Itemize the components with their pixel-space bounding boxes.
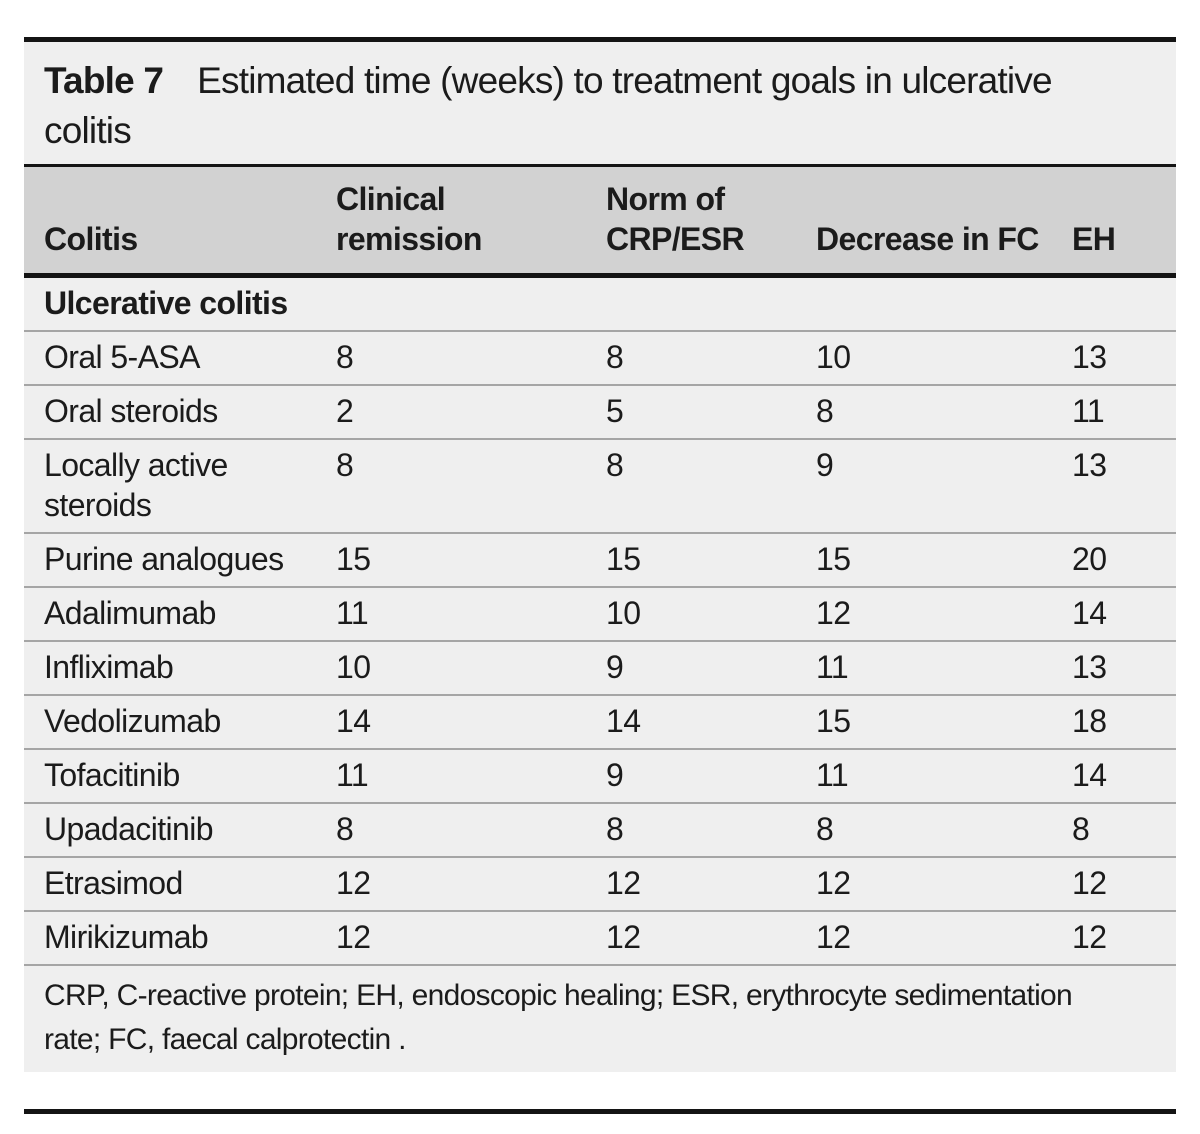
column-header-colitis: Colitis [24, 167, 336, 278]
table-row: Upadacitinib 8 8 8 8 [24, 802, 1176, 857]
bottom-rule [24, 1109, 1176, 1114]
table-row: Purine analogues 15 15 15 20 [24, 532, 1176, 587]
treatment-goals-table: Colitis Clinical remission Norm of CRP/E… [24, 167, 1176, 1072]
table-number: Table 7 [44, 60, 164, 101]
table-row: Adalimumab 11 10 12 14 [24, 586, 1176, 641]
table-caption: Table 7 Estimated time (weeks) to treatme… [24, 42, 1176, 164]
cell-eh: 13 [1072, 438, 1176, 533]
row-label: Mirikizumab [24, 910, 336, 965]
cell-eh: 12 [1072, 910, 1176, 965]
table-row: Oral 5-ASA 8 8 10 13 [24, 330, 1176, 385]
table-title: Estimated time (weeks) to treatment goal… [44, 60, 1053, 151]
cell-decrease-fc: 12 [816, 910, 1072, 965]
cell-eh: 11 [1072, 384, 1176, 439]
row-label: Infliximab [24, 640, 336, 695]
cell-norm-crp-esr: 15 [606, 532, 816, 587]
row-label: Oral 5-ASA [24, 330, 336, 385]
cell-clinical-remission: 14 [336, 694, 606, 749]
row-label: Adalimumab [24, 586, 336, 641]
cell-eh: 18 [1072, 694, 1176, 749]
cell-decrease-fc: 9 [816, 438, 1072, 533]
cell-eh: 13 [1072, 640, 1176, 695]
cell-norm-crp-esr: 12 [606, 910, 816, 965]
cell-decrease-fc: 11 [816, 640, 1072, 695]
caption-divider-rule [24, 164, 1176, 167]
column-header-decrease-in-fc: Decrease in FC [816, 167, 1072, 278]
header-row: Colitis Clinical remission Norm of CRP/E… [24, 167, 1176, 278]
column-header-eh: EH [1072, 167, 1176, 278]
cell-norm-crp-esr: 8 [606, 802, 816, 857]
cell-norm-crp-esr: 5 [606, 384, 816, 439]
cell-clinical-remission: 10 [336, 640, 606, 695]
section-row: Ulcerative colitis [24, 275, 1176, 331]
cell-eh: 20 [1072, 532, 1176, 587]
cell-clinical-remission: 8 [336, 330, 606, 385]
cell-norm-crp-esr: 10 [606, 586, 816, 641]
cell-clinical-remission: 15 [336, 532, 606, 587]
row-label: Etrasimod [24, 856, 336, 911]
table-row: Mirikizumab 12 12 12 12 [24, 910, 1176, 965]
cell-clinical-remission: 2 [336, 384, 606, 439]
cell-decrease-fc: 11 [816, 748, 1072, 803]
cell-decrease-fc: 15 [816, 694, 1072, 749]
row-label: Oral steroids [24, 384, 336, 439]
cell-clinical-remission: 8 [336, 438, 606, 533]
top-rule [24, 37, 1176, 42]
row-label: Upadacitinib [24, 802, 336, 857]
cell-eh: 8 [1072, 802, 1176, 857]
cell-eh: 14 [1072, 586, 1176, 641]
cell-clinical-remission: 11 [336, 748, 606, 803]
cell-norm-crp-esr: 9 [606, 640, 816, 695]
table-row: Locally active steroids 8 8 9 13 [24, 438, 1176, 533]
cell-clinical-remission: 8 [336, 802, 606, 857]
column-header-norm-crp-esr: Norm of CRP/ESR [606, 167, 816, 278]
cell-clinical-remission: 11 [336, 586, 606, 641]
row-label: Locally active steroids [24, 438, 336, 533]
table-row: Tofacitinib 11 9 11 14 [24, 748, 1176, 803]
bottom-gap [24, 1072, 1176, 1109]
cell-decrease-fc: 15 [816, 532, 1072, 587]
column-header-clinical-remission: Clinical remission [336, 167, 606, 278]
section-label: Ulcerative colitis [24, 275, 1176, 331]
table-row: Infliximab 10 9 11 13 [24, 640, 1176, 695]
cell-clinical-remission: 12 [336, 856, 606, 911]
cell-decrease-fc: 8 [816, 384, 1072, 439]
row-label: Vedolizumab [24, 694, 336, 749]
table-row: Vedolizumab 14 14 15 18 [24, 694, 1176, 749]
cell-eh: 14 [1072, 748, 1176, 803]
table-row: Oral steroids 2 5 8 11 [24, 384, 1176, 439]
table-row: Etrasimod 12 12 12 12 [24, 856, 1176, 911]
footnote-row: CRP, C-reactive protein; EH, endoscopic … [24, 964, 1176, 1072]
cell-decrease-fc: 10 [816, 330, 1072, 385]
cell-norm-crp-esr: 14 [606, 694, 816, 749]
cell-eh: 12 [1072, 856, 1176, 911]
row-label: Tofacitinib [24, 748, 336, 803]
cell-decrease-fc: 12 [816, 856, 1072, 911]
cell-eh: 13 [1072, 330, 1176, 385]
cell-decrease-fc: 8 [816, 802, 1072, 857]
cell-norm-crp-esr: 8 [606, 330, 816, 385]
cell-clinical-remission: 12 [336, 910, 606, 965]
cell-norm-crp-esr: 12 [606, 856, 816, 911]
cell-decrease-fc: 12 [816, 586, 1072, 641]
cell-norm-crp-esr: 9 [606, 748, 816, 803]
row-label: Purine analogues [24, 532, 336, 587]
table-footnote: CRP, C-reactive protein; EH, endoscopic … [24, 964, 1176, 1072]
cell-norm-crp-esr: 8 [606, 438, 816, 533]
